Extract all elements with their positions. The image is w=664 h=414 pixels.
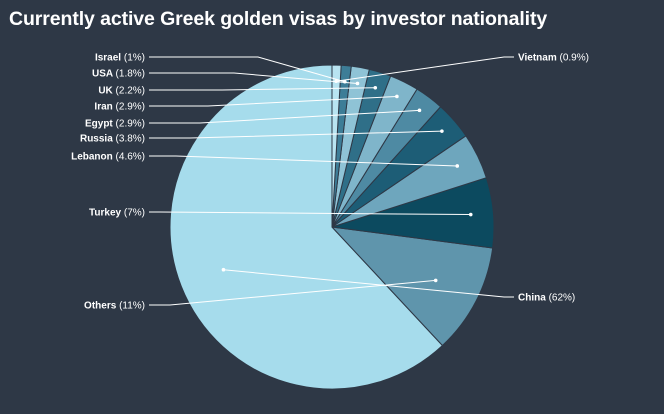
slice-label-uk: UK (2.2%): [98, 86, 145, 97]
leader-line-others: [149, 279, 436, 306]
chart-title: Currently active Greek golden visas by i…: [9, 8, 548, 30]
leader-line-uk: [149, 87, 376, 91]
slice-label-value: (4.6%): [116, 152, 145, 163]
slice-label-name: Turkey: [89, 208, 124, 219]
slice-label-others: Others (11%): [84, 301, 145, 312]
slice-label-value: (3.8%): [116, 134, 145, 145]
slice-label-israel: Israel (1%): [95, 53, 145, 64]
leader-line-turkey: [149, 211, 471, 216]
slice-label-name: Russia: [80, 134, 116, 145]
slice-label-usa: USA (1.8%): [92, 69, 145, 80]
slice-label-name: Egypt: [85, 119, 116, 130]
slice-label-iran: Iran (2.9%): [94, 102, 145, 113]
slice-label-value: (2.9%): [116, 119, 145, 130]
slice-label-value: (1.8%): [116, 69, 145, 80]
slice-label-name: Vietnam: [518, 53, 560, 64]
pie-slices: [169, 64, 495, 390]
slice-label-value: (11%): [119, 301, 145, 312]
slice-label-turkey: Turkey (7%): [89, 208, 145, 219]
slice-label-value: (2.2%): [116, 86, 145, 97]
leader-line-china: [223, 269, 514, 298]
slice-label-egypt: Egypt (2.9%): [85, 119, 145, 130]
slice-label-name: Israel: [95, 53, 124, 64]
slice-label-value: (2.9%): [116, 102, 145, 113]
pie-slice-vietnam: [331, 64, 342, 228]
leader-line-israel: [149, 56, 345, 83]
leader-line-iran: [149, 95, 397, 107]
leader-dot-egypt: [417, 108, 422, 113]
slice-label-value: (62%): [549, 293, 576, 304]
slice-label-value: (1%): [124, 53, 145, 64]
slice-label-name: Iran: [94, 102, 115, 113]
slice-label-name: Lebanon: [71, 152, 115, 163]
leader-line-lebanon: [149, 155, 458, 167]
slice-label-name: UK: [98, 86, 115, 97]
leader-dot-uk: [373, 85, 378, 90]
slice-label-vietnam: Vietnam (0.9%): [518, 53, 589, 64]
leader-line-vietnam: [336, 56, 514, 82]
leader-line-egypt: [149, 109, 420, 124]
pie-labels: China (62%) Others (11%) Turkey (7%) Lebano…: [71, 53, 589, 312]
leader-line-usa: [149, 72, 358, 84]
leader-dot-iran: [395, 94, 399, 99]
slice-label-china: China (62%): [518, 293, 575, 304]
slice-label-name: Others: [84, 301, 119, 312]
slice-label-value: (0.9%): [560, 53, 589, 64]
slice-label-russia: Russia (3.8%): [80, 134, 145, 145]
slice-label-name: China: [518, 293, 549, 304]
pie-slice-others: [331, 226, 494, 347]
slice-label-lebanon: Lebanon (4.6%): [71, 152, 145, 163]
leader-line-russia: [149, 130, 442, 139]
slice-label-value: (7%): [124, 208, 145, 219]
slice-label-name: USA: [92, 69, 116, 80]
